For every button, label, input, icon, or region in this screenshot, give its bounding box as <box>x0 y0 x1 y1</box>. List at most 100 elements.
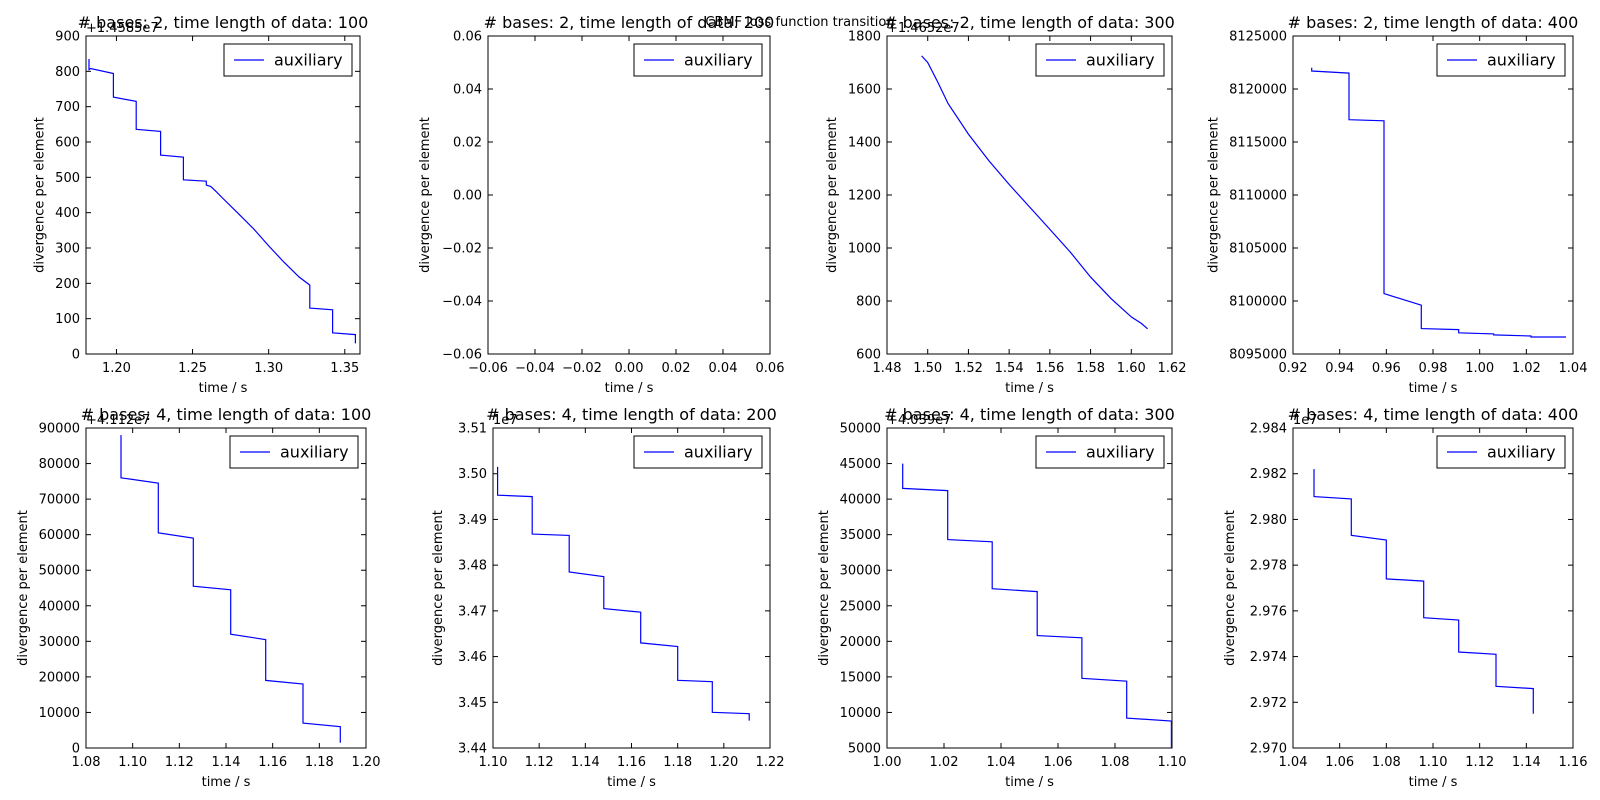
x-tick-label: 1.12 <box>165 755 194 770</box>
y-axis-label: divergence per element <box>32 117 47 273</box>
y-tick-label: 60000 <box>39 528 80 543</box>
x-tick-label: 1.48 <box>873 361 902 376</box>
subplot-title: # bases: 2, time length of data: 100 <box>78 13 369 32</box>
axes-frame <box>886 427 1173 749</box>
axis-offset-label: +4.112e7 <box>86 413 150 428</box>
x-tick-label: 1.12 <box>1465 755 1494 770</box>
x-tick-label: 1.08 <box>1372 755 1401 770</box>
y-tick-label: 2.972 <box>1250 696 1287 711</box>
legend-label: auxiliary <box>1086 51 1155 70</box>
x-tick-label: 1.10 <box>1158 755 1187 770</box>
x-tick-label: 1.04 <box>1279 755 1308 770</box>
y-tick-label: 3.46 <box>458 650 487 665</box>
x-tick-label: 1.18 <box>663 755 692 770</box>
x-tick-label: 0.06 <box>756 361 785 376</box>
x-tick-label: 1.30 <box>254 361 283 376</box>
subplot-8: 1.04 1.06 1.08 1.10 1.12 1.14 1.16 2.970 2.972 2.… <box>1223 405 1587 790</box>
x-tick-label: 1.25 <box>178 361 207 376</box>
y-tick-label: 700 <box>55 100 80 115</box>
y-axis-label: divergence per element <box>16 510 31 666</box>
x-tick-label: 1.22 <box>756 755 785 770</box>
y-tick-label: 800 <box>856 295 881 310</box>
y-tick-label: 2.976 <box>1250 604 1287 619</box>
x-tick-label: 1.16 <box>617 755 646 770</box>
y-tick-label: 0.04 <box>453 83 482 98</box>
y-tick-label: 3.47 <box>458 604 487 619</box>
subplot-7: 1.00 1.02 1.04 1.06 1.08 1.10 5000 10000 15000 20… <box>817 405 1186 790</box>
y-tick-label: 1800 <box>848 30 881 45</box>
x-tick-label: 0.92 <box>1279 361 1308 376</box>
x-tick-label: 1.06 <box>1325 755 1354 770</box>
x-tick-label: 1.58 <box>1076 361 1105 376</box>
y-tick-label: 900 <box>55 30 80 45</box>
y-tick-label: 25000 <box>840 599 881 614</box>
y-tick-label: 0.06 <box>453 30 482 45</box>
x-tick-label: 1.20 <box>102 361 131 376</box>
y-tick-label: 3.48 <box>458 559 487 574</box>
y-tick-label: 0 <box>72 742 80 757</box>
subplot-title: # bases: 4, time length of data: 200 <box>486 405 777 424</box>
y-tick-label: 50000 <box>39 564 80 579</box>
y-tick-label: 1400 <box>848 136 881 151</box>
x-axis-label: time / s <box>1005 381 1054 396</box>
x-tick-label: 1.04 <box>1559 361 1588 376</box>
x-tick-label: 1.08 <box>72 755 101 770</box>
x-tick-label: 1.08 <box>1101 755 1130 770</box>
y-tick-label: 40000 <box>840 493 881 508</box>
legend: auxiliary <box>633 435 763 469</box>
x-axis-label: time / s <box>605 381 654 396</box>
subplot-title: # bases: 2, time length of data: 400 <box>1288 13 1579 32</box>
y-tick-label: 80000 <box>39 457 80 472</box>
x-tick-label: 1.02 <box>1512 361 1541 376</box>
y-tick-label: 35000 <box>840 528 881 543</box>
y-tick-label: 2.980 <box>1250 513 1287 528</box>
y-tick-label: 8125000 <box>1229 30 1287 45</box>
y-tick-label: 0.02 <box>453 136 482 151</box>
y-tick-label: 8120000 <box>1229 83 1287 98</box>
y-tick-label: 1000 <box>848 242 881 257</box>
series-line-auxiliary <box>1311 67 1566 338</box>
y-tick-label: 1600 <box>848 83 881 98</box>
x-tick-label: −0.06 <box>468 361 508 376</box>
legend-label: auxiliary <box>1086 443 1155 462</box>
x-tick-label: 1.14 <box>571 755 600 770</box>
legend-label: auxiliary <box>1487 443 1556 462</box>
y-tick-label: 20000 <box>39 670 80 685</box>
x-tick-label: 0.00 <box>615 361 644 376</box>
series-line-auxiliary <box>1313 469 1534 714</box>
x-axis-label: time / s <box>607 775 656 790</box>
x-axis-label: time / s <box>199 381 248 396</box>
y-tick-label: 2.978 <box>1250 559 1287 574</box>
subplot-5: 1.08 1.10 1.12 1.14 1.16 1.18 1.20 0 10000 20000 3… <box>16 405 380 790</box>
axis-offset-label: +1.4585e7 <box>86 21 159 36</box>
y-tick-label: 0 <box>72 348 80 363</box>
legend-frame <box>1035 435 1165 469</box>
axis-offset-label: 1e7 <box>493 413 518 428</box>
x-tick-label: 1.62 <box>1158 361 1187 376</box>
legend: auxiliary <box>1035 435 1165 469</box>
subplot-3: 1.48 1.50 1.52 1.54 1.56 1.58 1.60 1.62 600 800 10… <box>825 13 1186 396</box>
y-tick-label: 40000 <box>39 599 80 614</box>
x-tick-label: 0.04 <box>709 361 738 376</box>
x-tick-label: 1.52 <box>954 361 983 376</box>
x-tick-label: 1.18 <box>305 755 334 770</box>
x-tick-label: 1.02 <box>930 755 959 770</box>
legend-label: auxiliary <box>274 51 343 70</box>
x-tick-label: 1.00 <box>873 755 902 770</box>
y-axis-label: divergence per element <box>817 510 832 666</box>
x-tick-label: 1.16 <box>258 755 287 770</box>
y-tick-label: −0.04 <box>442 295 482 310</box>
x-axis-label: time / s <box>202 775 251 790</box>
x-tick-label: 1.20 <box>352 755 381 770</box>
subplot-1: 1.20 1.25 1.30 1.35 0 100 200 300 400 500 600 700 80… <box>32 13 368 396</box>
subplot-2: −0.06 −0.04 −0.02 0.00 0.02 0.04 0.06 −0.06 −0.0… <box>418 13 784 396</box>
subplot-title: # bases: 4, time length of data: 300 <box>884 405 1175 424</box>
x-tick-label: 0.02 <box>662 361 691 376</box>
y-tick-label: 8100000 <box>1229 295 1287 310</box>
y-tick-label: 90000 <box>39 422 80 437</box>
x-tick-label: 1.14 <box>212 755 241 770</box>
x-tick-label: 1.60 <box>1117 361 1146 376</box>
axes-frame <box>85 35 361 355</box>
